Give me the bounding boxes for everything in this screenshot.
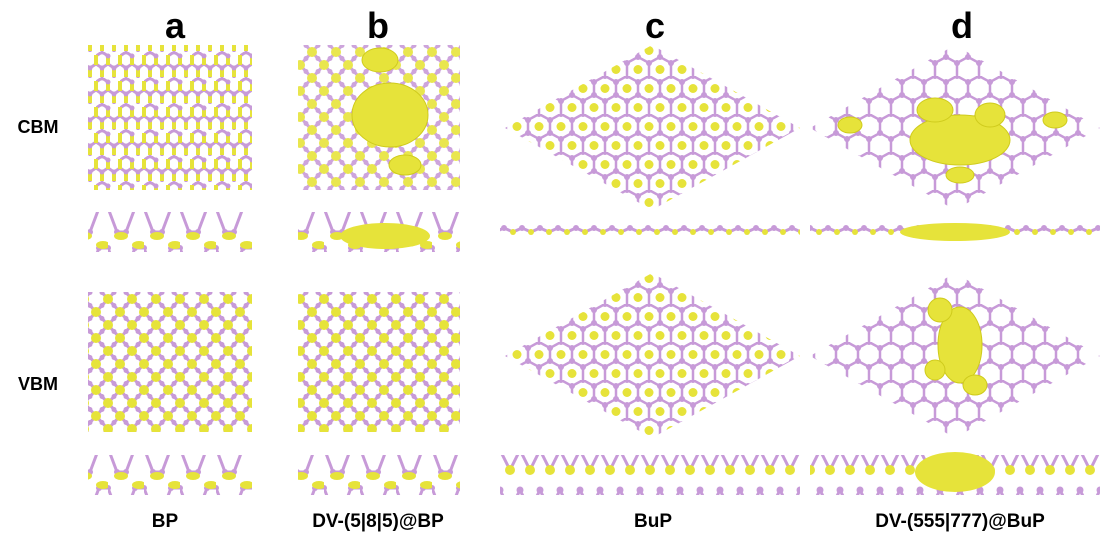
- panel-letter: c: [645, 5, 665, 46]
- row-label: CBM: [18, 117, 59, 137]
- panel-letter: d: [951, 5, 973, 46]
- side-lobe: [915, 452, 995, 492]
- structure-label: BuP: [634, 511, 672, 532]
- bp-cbm-top: [88, 45, 252, 190]
- dv585-vbm-side: [298, 455, 460, 495]
- row-label: VBM: [18, 374, 58, 394]
- side-lobe: [340, 223, 430, 249]
- structure-label: BP: [152, 511, 179, 532]
- structure-label: DV-(555|777)@BuP: [875, 511, 1045, 532]
- bp-cbm-side: [88, 212, 252, 252]
- dv585-vbm-top: [298, 292, 460, 432]
- bup-vbm-top: [505, 273, 800, 438]
- side-lobe: [900, 223, 1010, 241]
- figure: a b c d CBM VBM BP DV-(5|8|5)@BP BuP DV-…: [0, 0, 1107, 537]
- bup-vbm-side: [500, 455, 800, 495]
- panel-letter: a: [165, 5, 186, 46]
- panel-letter: b: [367, 5, 389, 46]
- bup-cbm-top: [505, 45, 800, 210]
- structure-label: DV-(5|8|5)@BP: [312, 511, 444, 532]
- bp-vbm-top: [88, 292, 252, 432]
- bup-cbm-side: [500, 220, 800, 240]
- bp-vbm-side: [88, 455, 252, 495]
